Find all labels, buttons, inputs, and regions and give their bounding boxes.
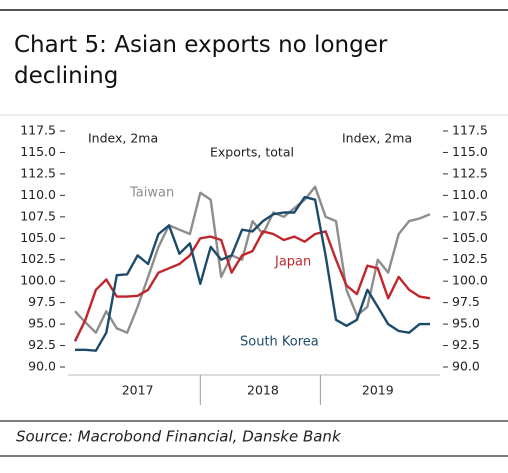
x-tick-label: 2019: [362, 383, 394, 398]
y2-tick-label: 90.0: [452, 359, 480, 374]
y2-tick-label: 117.5: [452, 123, 488, 138]
series-label: Japan: [274, 255, 311, 270]
y2-tick-label: 112.5: [452, 165, 488, 180]
annotation: Exports, total: [210, 145, 294, 160]
x-tick-label: 2018: [247, 383, 279, 398]
series-line: [73, 230, 431, 342]
chart-title: Chart 5: Asian exports no longer declini…: [14, 32, 388, 89]
y-tick-label: 95.0: [28, 316, 56, 331]
series-label: Taiwan: [129, 186, 174, 201]
y2-tick-label: 105.0: [452, 230, 488, 245]
x-tick-label: 2017: [122, 383, 154, 398]
y2-tick-label: 115.0: [452, 144, 488, 159]
y2-tick-label: 92.5: [452, 337, 480, 352]
y2-tick-label: 102.5: [452, 251, 488, 266]
y2-tick-label: 107.5: [452, 208, 488, 223]
y2-tick-label: 97.5: [452, 294, 480, 309]
annotation: Index, 2ma: [88, 131, 158, 146]
series-label: South Korea: [240, 335, 319, 350]
y-tick-label: 92.5: [28, 337, 56, 352]
y-tick-label: 102.5: [20, 251, 56, 266]
series-line: [75, 195, 430, 352]
y-tick-label: 112.5: [20, 165, 56, 180]
series-line: [74, 185, 431, 334]
y2-tick-label: 100.0: [452, 273, 488, 288]
annotation: Index, 2ma: [342, 131, 412, 146]
y-tick-label: 100.0: [20, 273, 56, 288]
y-tick-label: 107.5: [20, 208, 56, 223]
source: Source: Macrobond Financial, Danske Bank: [16, 428, 342, 446]
y2-tick-label: 110.0: [452, 187, 488, 202]
y-tick-label: 97.5: [28, 294, 56, 309]
y-tick-label: 117.5: [20, 123, 56, 138]
y-tick-label: 105.0: [20, 230, 56, 245]
y-tick-label: 115.0: [20, 144, 56, 159]
y2-tick-label: 95.0: [452, 316, 480, 331]
title-box: Chart 5: Asian exports no longer declini…: [14, 32, 388, 89]
y-tick-label: 90.0: [28, 359, 56, 374]
y-tick-label: 110.0: [20, 187, 56, 202]
